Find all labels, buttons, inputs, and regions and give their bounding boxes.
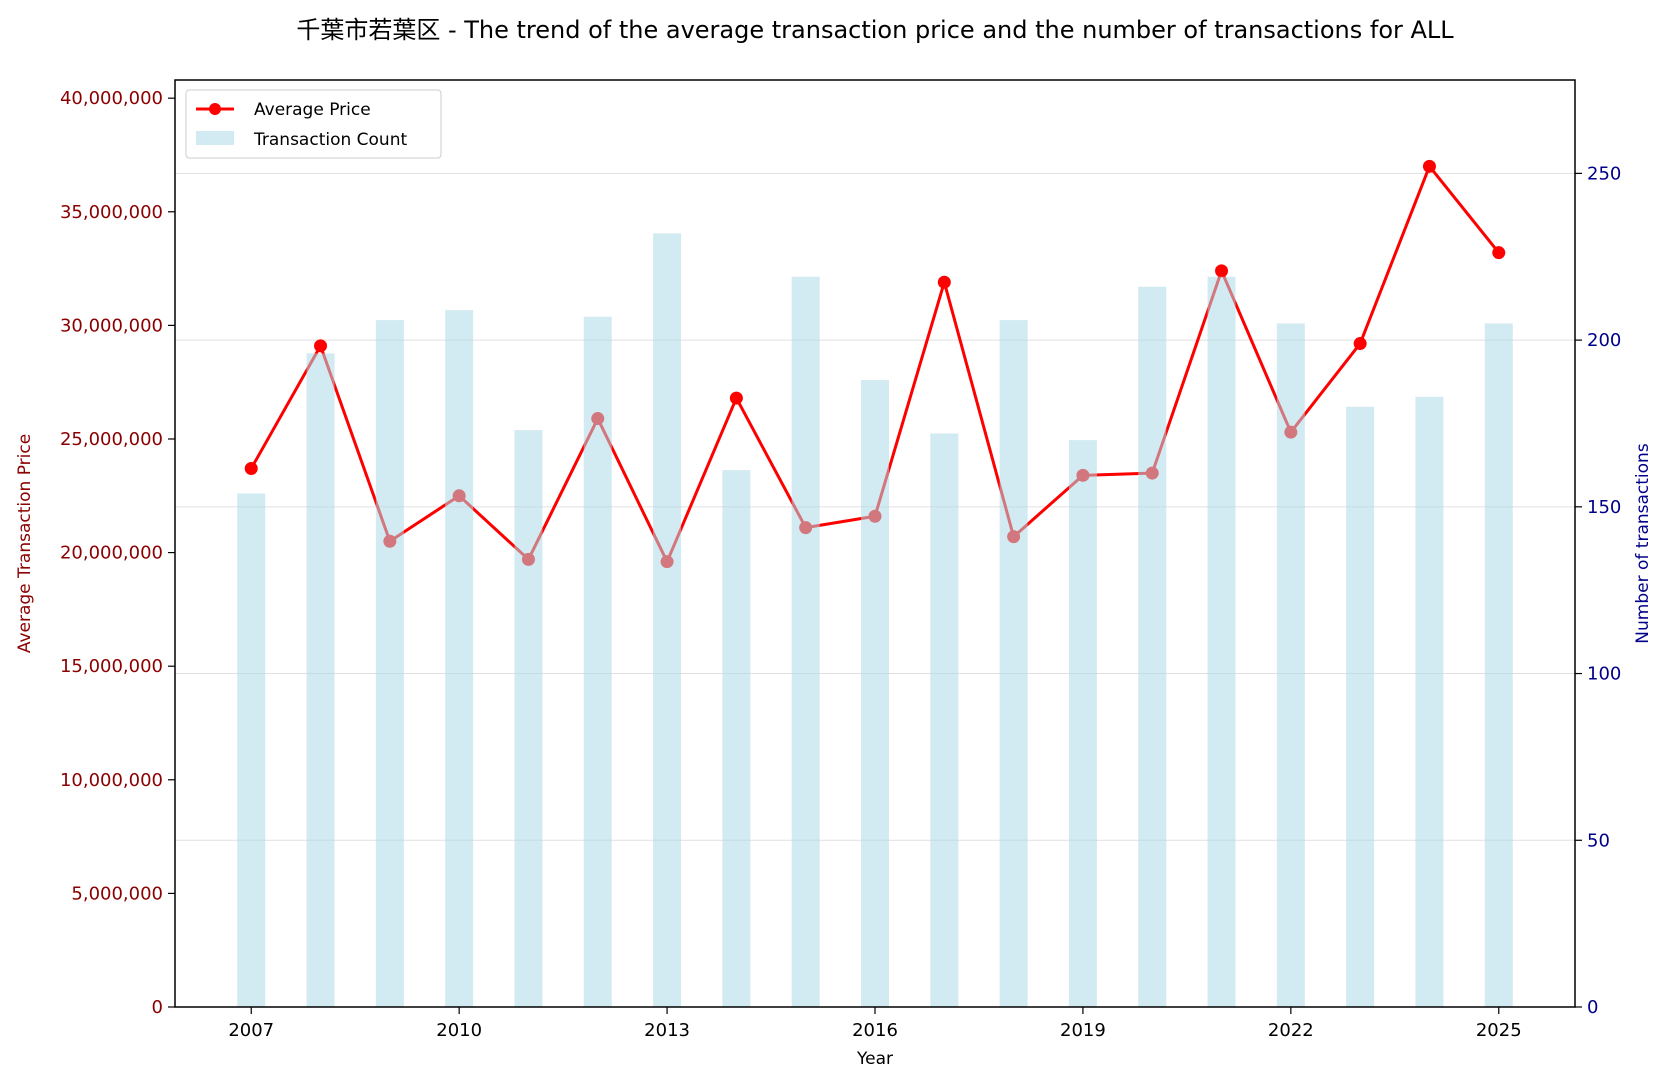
legend-label-transaction-count: Transaction Count <box>253 130 407 150</box>
legend-box <box>185 89 442 159</box>
transaction-count-bar <box>999 320 1028 1008</box>
transaction-count-bar <box>1276 323 1305 1007</box>
transaction-count-bar <box>722 470 751 1008</box>
legend-bar-swatch <box>196 131 234 145</box>
transaction-count-bar <box>861 380 889 1007</box>
y-left-tick-label: 0 <box>152 997 163 1018</box>
x-tick-label: 2013 <box>644 1020 690 1041</box>
price-point <box>244 462 258 476</box>
transaction-count-bar <box>1138 286 1167 1008</box>
legend-marker-swatch <box>209 103 221 115</box>
transaction-count-bar <box>1415 396 1444 1007</box>
y-left-tick-label: 10,000,000 <box>60 770 163 791</box>
price-point <box>314 339 328 353</box>
y-left-tick-label: 20,000,000 <box>60 543 163 564</box>
transaction-count-bars <box>237 233 1513 1008</box>
transaction-count-bar <box>1346 406 1375 1007</box>
chart-title: 千葉市若葉区 - The trend of the average transa… <box>296 16 1454 44</box>
transaction-count-bar <box>791 276 820 1007</box>
y-right-tick-label: 50 <box>1587 830 1610 851</box>
price-point <box>1492 246 1506 260</box>
legend: Average Price Transaction Count <box>185 89 442 159</box>
x-tick-label: 2007 <box>228 1020 274 1041</box>
transaction-count-bar <box>583 316 612 1007</box>
axes: 0 5,000,000 10,000,000 15,000,000 20,000,000… <box>60 79 1621 1041</box>
price-point <box>937 275 951 289</box>
transaction-count-bar <box>653 233 682 1007</box>
price-point <box>1353 337 1367 351</box>
transaction-count-bar <box>306 353 335 1007</box>
transaction-count-bar <box>1484 323 1513 1007</box>
x-tick-label: 2022 <box>1268 1020 1314 1041</box>
price-point <box>729 391 743 405</box>
x-axis-label: Year <box>856 1049 893 1069</box>
x-tick-label: 2010 <box>436 1020 482 1041</box>
transaction-count-bar <box>1207 276 1236 1007</box>
price-point <box>1422 159 1436 173</box>
transaction-count-bar <box>445 310 474 1007</box>
legend-label-average-price: Average Price <box>254 100 371 120</box>
y-left-tick-label: 25,000,000 <box>60 429 163 450</box>
transaction-count-bar <box>930 433 959 1007</box>
x-tick-label: 2019 <box>1060 1020 1106 1041</box>
y-left-tick-label: 30,000,000 <box>60 315 163 336</box>
y-right-tick-label: 250 <box>1587 163 1621 184</box>
y-left-tick-label: 40,000,000 <box>60 88 163 109</box>
transaction-count-bar <box>514 430 543 1008</box>
transaction-count-bar <box>1068 440 1097 1007</box>
y-axis-right-label: Number of transactions <box>1633 443 1653 644</box>
x-tick-label: 2016 <box>852 1020 898 1041</box>
y-left-tick-label: 35,000,000 <box>60 202 163 223</box>
y-right-tick-label: 150 <box>1587 497 1621 518</box>
transaction-count-bar <box>375 320 404 1008</box>
transaction-count-bar <box>237 493 266 1007</box>
x-tick-label: 2025 <box>1476 1020 1522 1041</box>
y-axis-left-label: Average Transaction Price <box>15 434 35 653</box>
y-left-tick-label: 5,000,000 <box>71 883 163 904</box>
y-left-tick-label: 15,000,000 <box>60 656 163 677</box>
y-right-tick-label: 0 <box>1587 997 1598 1018</box>
price-point <box>1215 264 1229 278</box>
y-right-tick-label: 100 <box>1587 664 1621 685</box>
y-right-tick-label: 200 <box>1587 330 1621 351</box>
